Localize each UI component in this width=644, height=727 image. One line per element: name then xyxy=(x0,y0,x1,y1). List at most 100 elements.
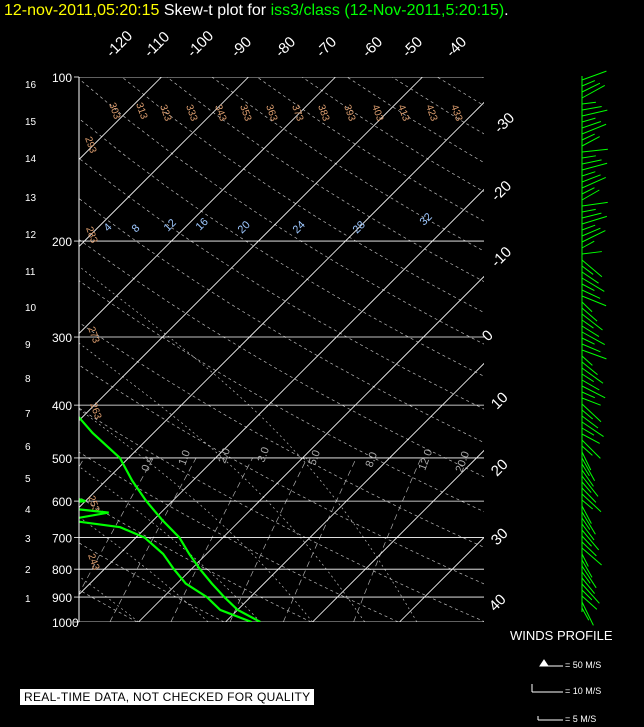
mixing-ratio-label: 1.0 xyxy=(177,449,194,467)
wind-barb xyxy=(581,397,601,406)
wind-barb xyxy=(581,445,593,456)
wind-barb xyxy=(581,475,599,497)
wind-barb xyxy=(581,212,602,219)
wind-barb xyxy=(581,583,600,604)
mixing-ratio-line xyxy=(282,457,357,622)
pressure-tick-label: 200 xyxy=(52,235,72,249)
wind-barb xyxy=(581,481,592,493)
temp-right-label: -20 xyxy=(488,177,515,204)
wind-barb xyxy=(581,529,600,551)
wind-barb xyxy=(581,451,592,471)
height-tick-label: 11 xyxy=(25,267,36,278)
wind-barb xyxy=(581,565,597,589)
wind-barb xyxy=(581,283,595,292)
mixing-ratio-label: 0.4 xyxy=(140,455,157,473)
height-tick-label: 15 xyxy=(25,117,37,128)
title-mid: Skew-t plot for xyxy=(163,2,267,19)
wind-barb xyxy=(581,355,593,366)
pressure-tick-label: 500 xyxy=(52,452,72,466)
pressure-tick-label: 600 xyxy=(52,495,72,509)
dry-adiabat xyxy=(79,496,312,622)
wind-barb xyxy=(581,607,590,621)
wind-barb xyxy=(581,227,601,237)
wind-barb xyxy=(581,176,606,189)
wind-barb xyxy=(581,601,594,626)
wind-barb xyxy=(581,313,603,331)
height-tick-label: 2 xyxy=(25,565,31,576)
temp-top-label: -120 xyxy=(103,28,136,61)
dry-adiabat xyxy=(79,157,484,410)
theta-label: 363 xyxy=(263,103,279,123)
pressure-tick-label: 100 xyxy=(52,71,72,85)
wind-barb xyxy=(581,251,602,255)
theta-e-label: 32 xyxy=(418,211,435,228)
wind-legend-50: = 50 M/S xyxy=(565,660,602,670)
wind-barb xyxy=(581,589,593,601)
theta-label: 273 xyxy=(85,325,101,345)
temp-top-label: -90 xyxy=(228,33,255,60)
mixing-ratio-line xyxy=(79,457,154,595)
wind-barb xyxy=(581,403,602,423)
mixing-ratio-label: 2.0 xyxy=(217,447,234,465)
height-tick-label: 5 xyxy=(25,474,31,485)
temp-top-label: -80 xyxy=(272,33,299,60)
wind-barb xyxy=(581,571,591,584)
wind-barb xyxy=(581,343,601,353)
height-tick-label: 1 xyxy=(25,594,31,605)
wind-barb xyxy=(581,463,590,477)
title-date: 12-nov-2011,05:20:15 xyxy=(4,2,160,19)
theta-e-label: 20 xyxy=(236,219,253,236)
wind-barb xyxy=(581,331,605,346)
wind-barb xyxy=(581,493,602,513)
wind-barb xyxy=(581,106,602,111)
wind-barb xyxy=(581,295,607,307)
wind-barb xyxy=(581,208,596,213)
wind-barb xyxy=(581,224,596,231)
wind-barb xyxy=(581,109,608,117)
temp-top-label: -110 xyxy=(141,28,173,60)
dry-adiabat xyxy=(79,407,484,622)
theta-label: 413 xyxy=(395,103,411,123)
theta-label: 423 xyxy=(423,103,439,123)
theta-label: 393 xyxy=(341,103,357,123)
wind-barb xyxy=(581,307,598,322)
isobars xyxy=(79,77,484,622)
theta-e-label: 16 xyxy=(194,216,211,233)
wind-barb xyxy=(581,517,591,530)
wind-barb xyxy=(581,505,592,524)
wind-barb xyxy=(581,101,596,105)
height-tick-label: 3 xyxy=(25,534,31,545)
wind-barb xyxy=(581,409,594,420)
isotherm-line xyxy=(79,101,484,509)
theta-e-label: 8 xyxy=(130,222,143,235)
wind-barb xyxy=(581,523,595,541)
dry-adiabat xyxy=(79,451,399,622)
wind-barb xyxy=(581,361,598,375)
isotherms xyxy=(79,77,484,622)
mixing-ratio-line xyxy=(229,457,308,622)
profiles xyxy=(79,415,261,622)
isotherm-line xyxy=(79,77,423,422)
wind-legend-5: = 5 M/S xyxy=(565,714,597,724)
title-station: iss3/class xyxy=(270,2,340,19)
wind-barb xyxy=(581,559,593,578)
wind-barb xyxy=(581,84,605,99)
wind-barb xyxy=(581,277,605,292)
dry-adiabat xyxy=(301,77,484,193)
theta-label: 293 xyxy=(82,135,98,155)
isotherm-line xyxy=(79,77,336,335)
wind-barb xyxy=(581,547,602,566)
height-tick-label: 12 xyxy=(25,230,37,241)
wind-barb xyxy=(581,427,595,436)
theta-e-label: 4 xyxy=(102,221,115,234)
wind-barb xyxy=(581,469,594,487)
wind-barb xyxy=(581,325,600,338)
wind-barb xyxy=(581,391,595,399)
wind-barb xyxy=(581,511,596,535)
wind-barb xyxy=(581,123,607,135)
wind-barb xyxy=(581,349,607,360)
pressure-tick-label: 300 xyxy=(52,331,72,345)
height-tick-label: 6 xyxy=(25,442,31,453)
wind-barb xyxy=(581,535,592,547)
height-tick-label: 9 xyxy=(25,340,31,351)
